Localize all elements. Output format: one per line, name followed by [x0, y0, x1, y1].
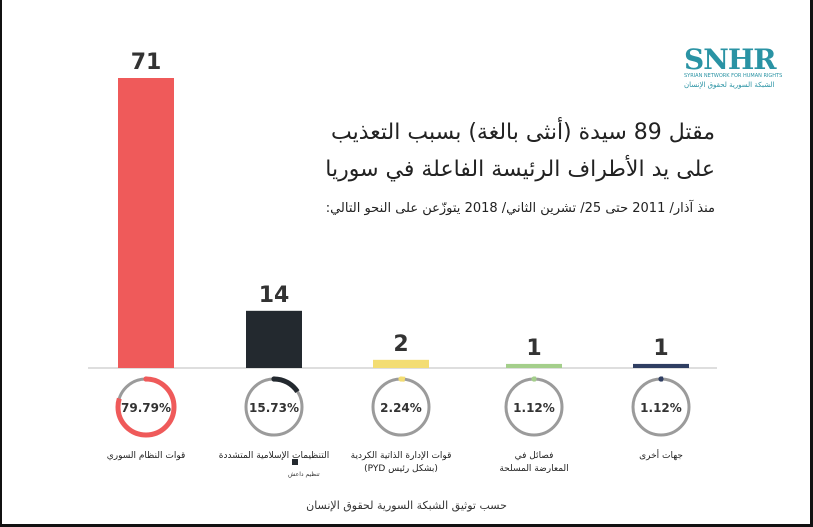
category-label-5-line-1: جهات أخرى	[639, 449, 683, 461]
category-label-4-line-2: المعارضة المسلحة	[499, 464, 568, 474]
chart-title-line-2: على يد الأطراف الرئيسة الفاعلة في سوريا	[325, 157, 715, 182]
category-label-2-line-1: التنظيمات الإسلامية المتشددة	[219, 451, 329, 461]
legend-note-label: تنظيم داعش	[288, 471, 320, 478]
percent-ring-marker-1	[143, 376, 149, 382]
percent-ring-marker-3	[398, 376, 404, 382]
logo-wordmark: SNHR	[684, 43, 777, 76]
percent-ring-marker-2	[271, 376, 277, 382]
bar-5	[633, 363, 689, 368]
bar-value-label-3: 2	[393, 332, 408, 357]
category-label-4-line-1: فصائل في	[515, 451, 554, 461]
chart-title-line-1: مقتل 89 سيدة (أنثى بالغة) بسبب التعذيب	[331, 120, 715, 145]
frame-left-edge	[0, 0, 2, 527]
bar-1	[118, 78, 174, 368]
snhr-logo: SNHR SYRIAN NETWORK FOR HUMAN RIGHTS الش…	[684, 43, 794, 93]
frame-right-edge	[810, 0, 813, 527]
source-footer: حسب توثيق الشبكة السورية لحقوق الإنسان	[306, 499, 507, 512]
legend-note-swatch	[292, 459, 298, 465]
percent-label-4: 1.12%	[513, 401, 555, 415]
percent-label-5: 1.12%	[640, 401, 682, 415]
bar-4	[506, 363, 562, 368]
bar-3	[373, 359, 429, 368]
percent-ring-marker-4	[531, 376, 537, 382]
bar-value-label-4: 1	[526, 336, 541, 361]
logo-arabic-name: الشبكة السورية لحقوق الإنسان	[684, 81, 775, 89]
category-label-1-line-1: قوات النظام السوري	[107, 451, 186, 461]
bar-value-label-2: 14	[259, 283, 290, 308]
percent-label-3: 2.24%	[380, 401, 422, 415]
bar-value-label-5: 1	[653, 336, 668, 361]
logo-english-name: SYRIAN NETWORK FOR HUMAN RIGHTS	[684, 73, 783, 79]
bar-value-label-1: 71	[131, 50, 162, 75]
percent-label-2: 15.73%	[249, 401, 299, 415]
percent-label-1: 79.79%	[121, 401, 171, 415]
percent-ring-marker-5	[658, 376, 664, 382]
bar-2	[246, 310, 302, 368]
frame-bottom-edge	[0, 524, 813, 527]
category-label-3-line-1: قوات الإدارة الذاتية الكردية	[351, 451, 452, 461]
category-label-3-line-2: (بشكل رئيس PYD)	[364, 464, 438, 474]
chart-subtitle: منذ آذار/ 2011 حتى 25/ تشرين الثاني/ 201…	[325, 201, 715, 216]
